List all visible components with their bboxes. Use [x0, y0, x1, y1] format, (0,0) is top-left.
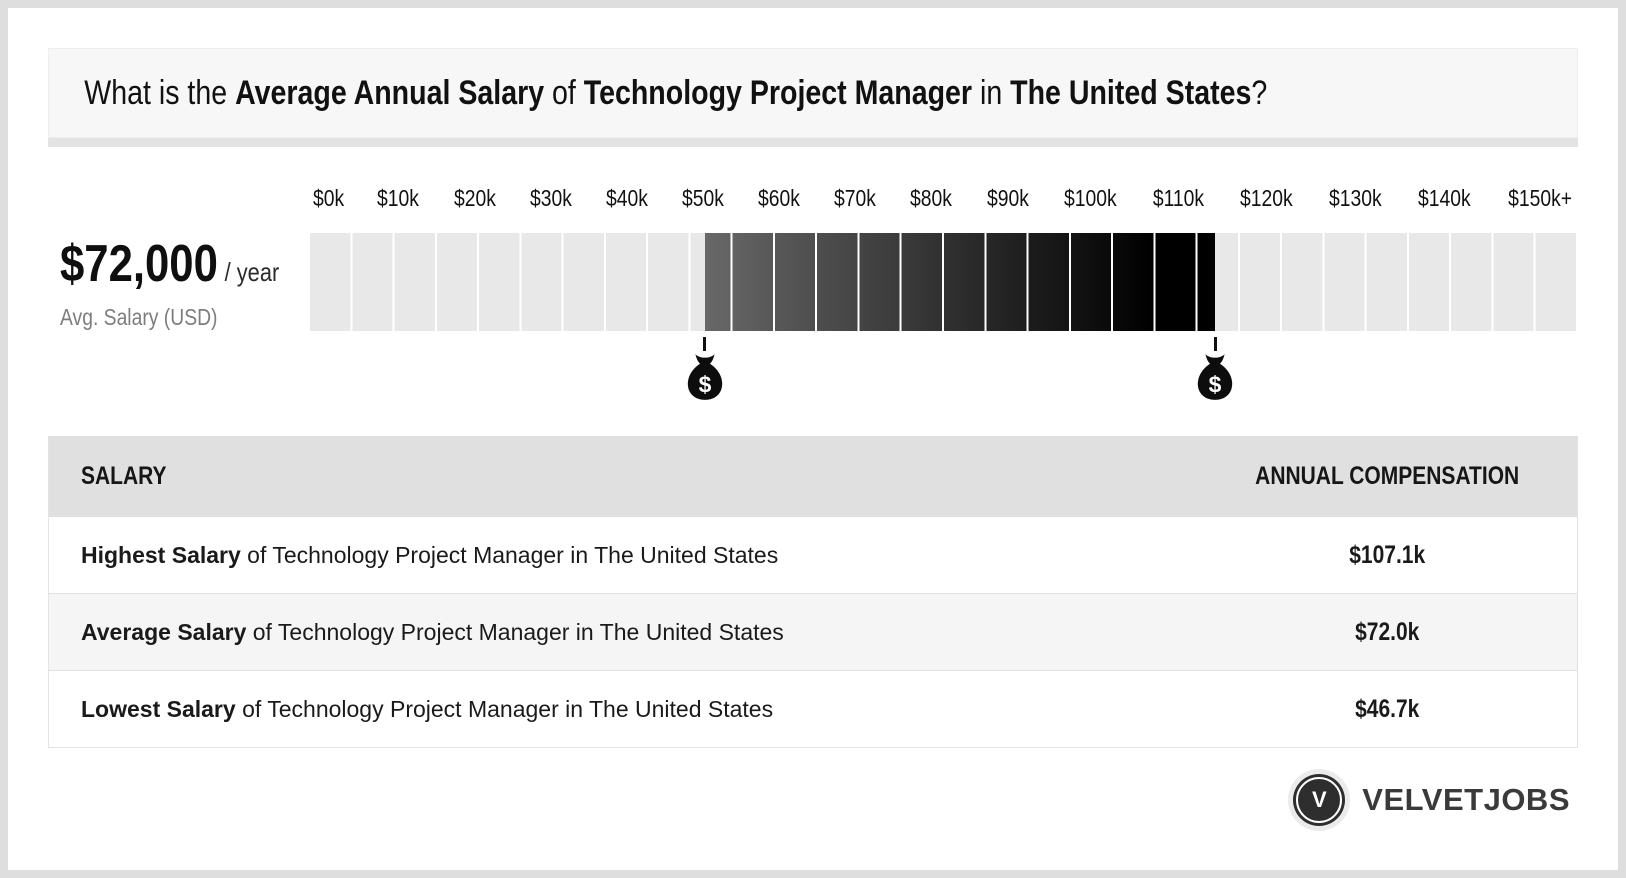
- salary-scale: $0k $10k $20k $30k $40k $50k $60k $70k $80k $90k $…: [310, 180, 1578, 400]
- title-suffix: ?: [1251, 73, 1268, 112]
- axis-labels: $0k $10k $20k $30k $40k $50k $60k $70k $80k $90k $…: [310, 180, 1578, 212]
- svg-text:$: $: [698, 371, 711, 397]
- marker-highest: $: [1194, 337, 1236, 401]
- row-value: $46.7k: [1354, 694, 1420, 723]
- axis-tick-label: $30k: [529, 185, 572, 211]
- salary-amount-line: $72,000/ year: [60, 234, 279, 294]
- column-header-salary: SALARY: [81, 461, 167, 490]
- salary-caption: Avg. Salary (USD): [60, 304, 218, 330]
- axis-tick-label: $0k: [312, 185, 345, 211]
- salary-period: / year: [224, 257, 280, 287]
- money-bag-icon: $: [687, 354, 722, 400]
- marker-lowest: $: [684, 337, 726, 401]
- brand-name: VELVETJOBS: [1362, 782, 1570, 817]
- salary-bar: $ $: [310, 233, 1578, 400]
- svg-text:$: $: [1209, 371, 1222, 397]
- salary-summary: $72,000/ year Avg. Salary (USD): [60, 234, 321, 331]
- axis-tick-label: $100k: [1063, 185, 1117, 211]
- axis-tick-label: $10k: [377, 185, 420, 211]
- salary-amount: $72,000: [60, 235, 218, 293]
- bar-cell-gaps: [310, 233, 1578, 331]
- logo-letter: V: [1311, 787, 1327, 812]
- column-header-annual-compensation: ANNUAL COMPENSATION: [1254, 461, 1520, 490]
- axis-tick-label: $50k: [681, 185, 724, 211]
- axis-tick-label: $20k: [453, 185, 496, 211]
- title-bold-location: The United States: [1010, 73, 1252, 112]
- axis-tick-label: $90k: [986, 185, 1029, 211]
- axis-tick-label: $120k: [1239, 185, 1293, 211]
- axis-tick-label: $140k: [1417, 185, 1471, 211]
- row-label: Average Salary of Technology Project Man…: [81, 618, 784, 645]
- axis-tick-label: $40k: [605, 185, 648, 211]
- title-bold-job: Technology Project Manager: [583, 73, 973, 112]
- brand-logo: V VELVETJOBS: [1293, 774, 1570, 826]
- salary-table: SALARY ANNUAL COMPENSATION Highest Salar…: [48, 436, 1578, 748]
- title-bold-average-annual-salary: Average Annual Salary: [235, 73, 545, 112]
- axis-tick-label: $110k: [1152, 185, 1204, 211]
- axis-tick-label: $150k+: [1507, 185, 1572, 211]
- marker-tick: [1213, 337, 1217, 351]
- header-question-box: What is the Average Annual Salary of Tec…: [48, 48, 1578, 138]
- money-bag-icon: $: [1198, 354, 1233, 400]
- velvetjobs-logo-icon: V: [1293, 774, 1346, 826]
- table-row-average: Average Salary of Technology Project Man…: [49, 593, 1577, 670]
- axis-tick-label: $70k: [834, 185, 877, 211]
- title-mid1: of: [544, 73, 584, 112]
- row-value: $107.1k: [1349, 540, 1425, 569]
- page-title: What is the Average Annual Salary of Tec…: [49, 74, 1267, 113]
- title-mid2: in: [972, 73, 1011, 112]
- title-prefix: What is the: [84, 73, 236, 112]
- axis-tick-label: $130k: [1328, 185, 1382, 211]
- table-row-highest: Highest Salary of Technology Project Man…: [49, 516, 1577, 593]
- row-label: Lowest Salary of Technology Project Mana…: [81, 695, 774, 722]
- row-label: Highest Salary of Technology Project Man…: [81, 541, 779, 568]
- axis-tick-label: $60k: [758, 185, 801, 211]
- table-row-lowest: Lowest Salary of Technology Project Mana…: [49, 670, 1577, 747]
- axis-tick-label: $80k: [910, 185, 953, 211]
- marker-tick: [703, 337, 707, 351]
- table-header-row: SALARY ANNUAL COMPENSATION: [49, 436, 1577, 516]
- row-value: $72.0k: [1354, 617, 1420, 646]
